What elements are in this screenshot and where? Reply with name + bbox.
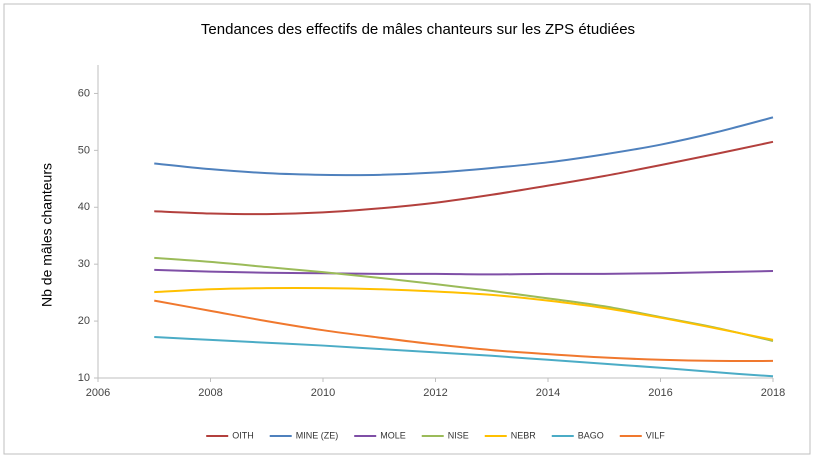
legend-label: OITH (232, 430, 254, 440)
x-tick-label: 2016 (648, 387, 672, 399)
series-line (154, 286, 774, 341)
y-tick-label: 10 (78, 372, 90, 384)
series-line (154, 299, 774, 363)
y-tick-label: 60 (78, 87, 90, 99)
legend-label: MOLE (380, 430, 406, 440)
y-axis-label: Nb de mâles chanteurs (39, 163, 55, 307)
legend-label: NEBR (511, 430, 537, 440)
series-line (154, 268, 774, 276)
y-tick-label: 20 (78, 315, 90, 327)
y-tick-label: 50 (78, 144, 90, 156)
legend-label: NISE (448, 430, 469, 440)
x-tick-label: 2010 (311, 387, 335, 399)
y-tick-label: 30 (78, 258, 90, 270)
x-tick-label: 2006 (86, 387, 110, 399)
x-tick-label: 2014 (536, 387, 560, 399)
y-tick-label: 40 (78, 201, 90, 213)
series-line (154, 116, 774, 177)
x-tick-label: 2018 (761, 387, 785, 399)
series-line (154, 140, 774, 216)
legend-label: BAGO (578, 430, 604, 440)
legend-label: MINE (ZE) (296, 430, 339, 440)
chart-title: Tendances des effectifs de mâles chanteu… (201, 21, 635, 38)
chart-frame (3, 3, 811, 455)
series-line (154, 336, 774, 378)
x-tick-label: 2008 (198, 387, 222, 399)
x-tick-label: 2012 (423, 387, 447, 399)
legend-label: VILF (646, 430, 666, 440)
